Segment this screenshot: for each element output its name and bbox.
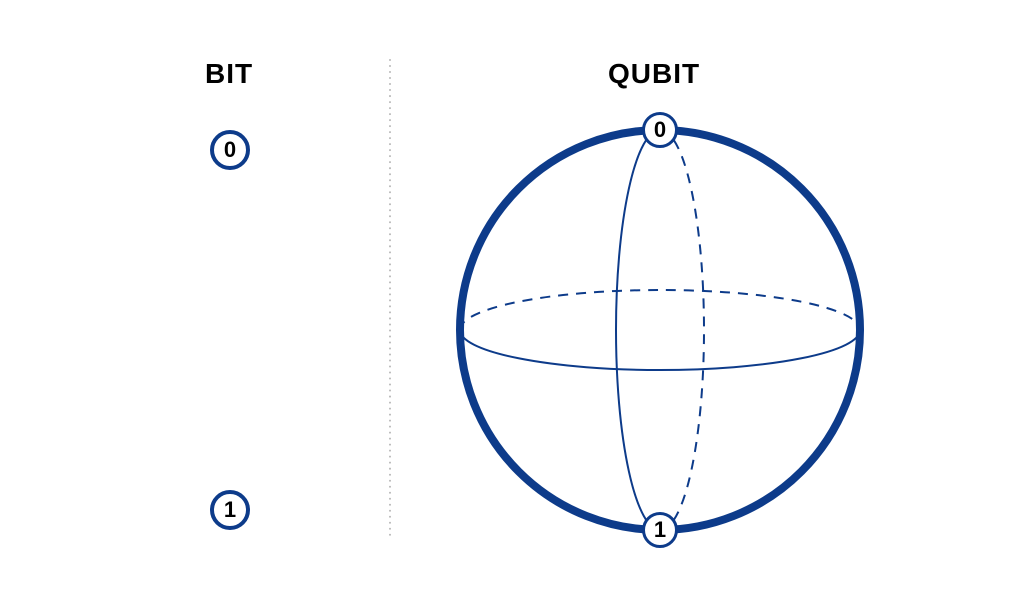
sphere-equator-front: [460, 330, 860, 370]
qubit-state-0-label: 0: [654, 117, 666, 143]
qubit-state-0: 0: [642, 112, 678, 148]
sphere-outer-circle: [460, 130, 860, 530]
bit-state-0-label: 0: [224, 137, 236, 163]
qubit-state-1: 1: [642, 512, 678, 548]
bit-state-1-label: 1: [224, 497, 236, 523]
bit-state-1: 1: [210, 490, 250, 530]
bit-state-0: 0: [210, 130, 250, 170]
bloch-sphere: [452, 122, 868, 538]
bit-heading: BIT: [205, 58, 253, 90]
sphere-meridian-back: [660, 130, 704, 530]
diagram-stage: BIT 0 1 QUBIT 0 1: [0, 0, 1024, 594]
sphere-meridian-front: [616, 130, 660, 530]
qubit-state-1-label: 1: [654, 517, 666, 543]
qubit-heading: QUBIT: [608, 58, 700, 90]
sphere-equator-back: [460, 290, 860, 330]
